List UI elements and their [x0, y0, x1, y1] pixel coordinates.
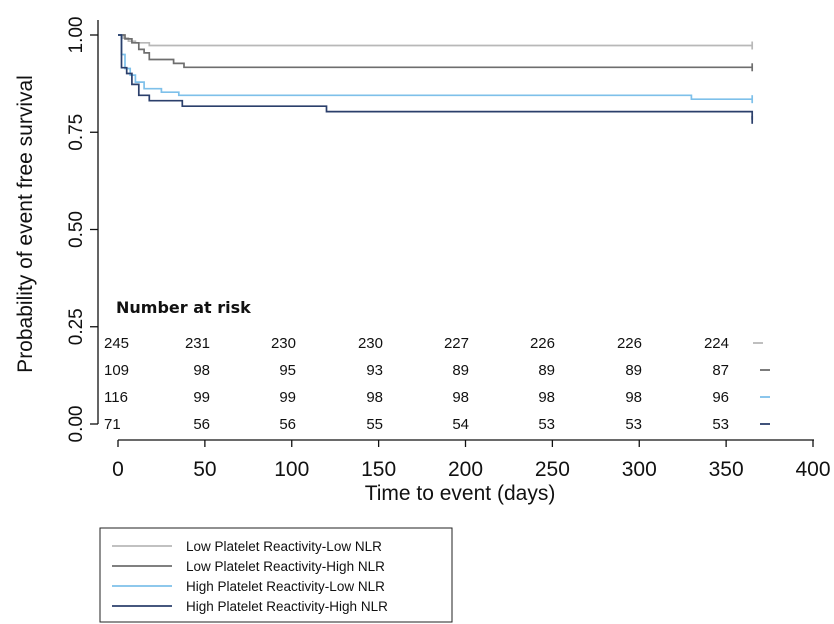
risk-count: 99: [279, 389, 296, 406]
x-tick-label: 0: [112, 458, 124, 481]
risk-count: 226: [530, 335, 555, 352]
risk-count: 89: [625, 362, 642, 379]
risk-count: 227: [444, 335, 469, 352]
x-tick-label: 350: [709, 458, 744, 481]
risk-count: 98: [625, 389, 642, 406]
x-tick-label: 250: [535, 458, 570, 481]
risk-count: 224: [704, 335, 729, 352]
y-tick-label: 0.25: [66, 308, 87, 345]
risk-count: 98: [193, 362, 210, 379]
y-axis-label: Probability of event free survival: [14, 75, 37, 373]
risk-count: 230: [271, 335, 296, 352]
series-line-1: [118, 34, 753, 47]
risk-count: 98: [452, 389, 469, 406]
y-tick-label: 0.50: [66, 211, 87, 248]
y-tick-label: 0.75: [66, 114, 87, 151]
series-line-2: [118, 34, 753, 69]
risk-count: 53: [538, 416, 555, 433]
risk-count: 56: [279, 416, 296, 433]
risk-count: 93: [366, 362, 383, 379]
legend-label: Low Platelet Reactivity-Low NLR: [186, 539, 382, 554]
x-tick-label: 50: [193, 458, 216, 481]
risk-count: 230: [358, 335, 383, 352]
y-tick-label: 0.00: [66, 406, 87, 443]
risk-count: 98: [538, 389, 555, 406]
legend-label: Low Platelet Reactivity-High NLR: [186, 559, 385, 574]
risk-count: 89: [538, 362, 555, 379]
x-tick-label: 100: [274, 458, 309, 481]
x-tick-label: 300: [622, 458, 657, 481]
x-ticks: 0 50 100 150 200 250 300 350 400: [112, 440, 831, 481]
risk-count: 96: [712, 389, 729, 406]
risk-count: 116: [104, 389, 128, 406]
x-tick-label: 150: [361, 458, 396, 481]
risk-table: 245 231 230 230 227 226 226 224 109 98 95 93 89 89 89 8…: [104, 335, 770, 433]
risk-count: 71: [104, 416, 121, 433]
x-axis-label: Time to event (days): [365, 482, 556, 505]
risk-table-title: Number at risk: [116, 298, 251, 317]
series-line-4: [118, 34, 754, 120]
risk-count: 55: [366, 416, 383, 433]
legend-label: High Platelet Reactivity-High NLR: [186, 599, 388, 614]
legend-label: High Platelet Reactivity-Low NLR: [186, 579, 385, 594]
y-tick-label: 1.00: [66, 17, 87, 54]
risk-count: 89: [452, 362, 469, 379]
risk-count: 245: [104, 335, 129, 352]
series-lines: [118, 34, 754, 124]
risk-count: 109: [104, 362, 129, 379]
risk-count: 54: [452, 416, 469, 433]
y-ticks: 0.00 0.25 0.50 0.75 1.00: [66, 17, 98, 443]
legend: Low Platelet Reactivity-Low NLR Low Plate…: [99, 527, 453, 623]
x-tick-label: 200: [448, 458, 483, 481]
risk-count: 231: [185, 335, 210, 352]
risk-count: 53: [712, 416, 729, 433]
risk-count: 56: [193, 416, 210, 433]
risk-count: 53: [625, 416, 642, 433]
risk-count: 226: [617, 335, 642, 352]
risk-count: 87: [712, 362, 729, 379]
risk-count: 95: [279, 362, 296, 379]
x-tick-label: 400: [795, 458, 830, 481]
series-line-3: [118, 34, 753, 101]
risk-count: 98: [366, 389, 383, 406]
risk-count: 99: [193, 389, 210, 406]
